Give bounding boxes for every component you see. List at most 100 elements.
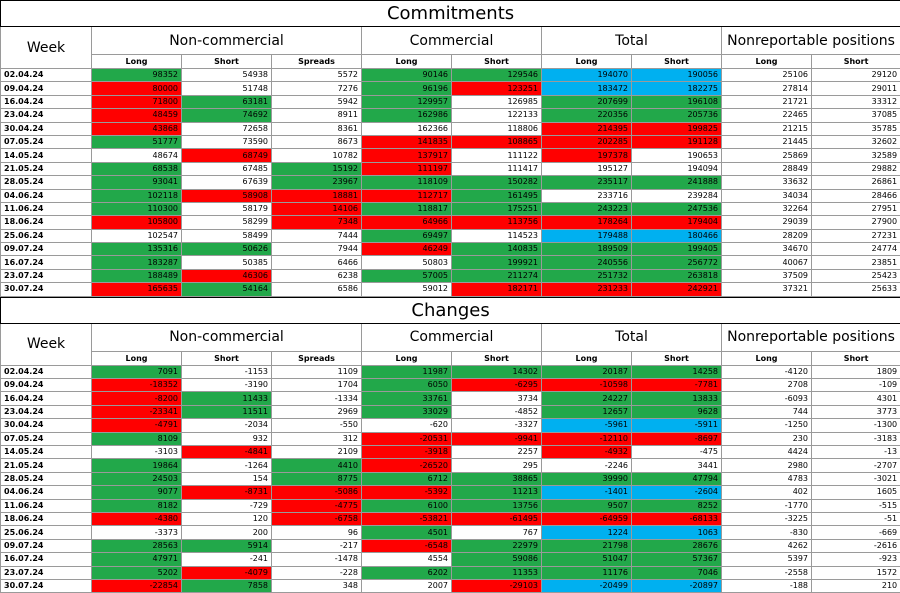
week-cell: 02.04.24 [0, 364, 92, 380]
value-cell: 162986 [361, 108, 452, 123]
value-cell: 108865 [451, 134, 542, 150]
value-cell: -217 [271, 538, 362, 554]
value-cell: -2616 [810, 538, 900, 554]
value-cell: 15192 [271, 161, 362, 177]
value-cell: 205736 [631, 108, 722, 123]
value-cell: 2109 [271, 444, 362, 460]
value-cell: -4791 [91, 418, 182, 433]
group-header: Non-commercial [91, 322, 362, 352]
week-cell: 09.04.24 [0, 81, 92, 96]
value-cell: -1264 [181, 458, 272, 473]
week-cell: 30.04.24 [0, 121, 92, 136]
table-title: Commitments [0, 0, 900, 27]
value-cell: 58299 [181, 215, 272, 230]
value-cell: 4424 [721, 444, 812, 460]
value-cell: 50385 [181, 255, 272, 270]
week-cell: 09.07.24 [0, 538, 92, 554]
group-header: Total [541, 322, 722, 352]
value-cell: -53821 [361, 511, 452, 527]
value-cell: 242921 [631, 282, 722, 297]
sub-header: Short [451, 350, 542, 366]
value-cell: 3441 [631, 458, 722, 473]
value-cell: 102547 [91, 228, 182, 244]
value-cell: 27900 [810, 215, 900, 230]
value-cell: -20897 [631, 578, 722, 593]
sub-header: Long [361, 350, 452, 366]
value-cell: 50626 [181, 242, 272, 257]
value-cell: -6093 [721, 391, 812, 406]
value-cell: 214395 [541, 121, 632, 136]
value-cell: 118109 [361, 175, 452, 190]
value-cell: 54938 [181, 67, 272, 83]
value-cell: 1704 [271, 378, 362, 393]
value-cell: 9628 [631, 404, 722, 420]
value-cell: 8109 [91, 431, 182, 446]
sub-header: Long [91, 54, 182, 69]
value-cell: 71800 [91, 94, 182, 110]
value-cell: 4410 [271, 458, 362, 473]
value-cell: 57367 [631, 552, 722, 567]
week-cell: 23.07.24 [0, 268, 92, 284]
value-cell: -4852 [451, 404, 542, 420]
value-cell: 98352 [91, 67, 182, 83]
value-cell: 251732 [541, 268, 632, 284]
value-cell: 14302 [451, 364, 542, 380]
value-cell: 33312 [810, 94, 900, 110]
value-cell: 235117 [541, 175, 632, 190]
value-cell: 233716 [541, 188, 632, 203]
value-cell: -5911 [631, 418, 722, 433]
week-cell: 14.05.24 [0, 148, 92, 163]
value-cell: 161495 [451, 188, 542, 203]
value-cell: 21798 [541, 538, 632, 554]
week-cell: 30.07.24 [0, 282, 92, 297]
value-cell: -61495 [451, 511, 542, 527]
value-cell: 28563 [91, 538, 182, 554]
value-cell: 194094 [631, 161, 722, 177]
group-header: Nonreportable positions [720, 26, 900, 55]
value-cell: 207699 [541, 94, 632, 110]
week-cell: 28.05.24 [0, 175, 92, 190]
value-cell: 69497 [361, 228, 452, 244]
value-cell: -7781 [631, 378, 722, 393]
value-cell: 14258 [631, 364, 722, 380]
value-cell: -6758 [271, 511, 362, 527]
value-cell: 194070 [541, 67, 632, 83]
value-cell: 51748 [181, 81, 272, 96]
value-cell: 118817 [361, 201, 452, 217]
data-row: 25.06.24 -3373 200 96 4501 767 1224 1063 -830 -66… [0, 525, 900, 540]
value-cell: 111417 [451, 161, 542, 177]
value-cell: 175251 [451, 201, 542, 217]
value-cell: -3327 [451, 418, 542, 433]
value-cell: -228 [271, 565, 362, 580]
data-row: 09.04.24 -18352 -3190 1704 6050 -6295 -10598 -7… [0, 378, 900, 393]
sub-header: Long [721, 54, 812, 69]
value-cell: 263818 [631, 268, 722, 284]
value-cell: 21445 [721, 134, 812, 150]
value-cell: -4120 [721, 364, 812, 380]
value-cell: 1809 [810, 364, 900, 380]
value-cell: 2007 [361, 578, 452, 593]
value-cell: -3190 [181, 378, 272, 393]
value-cell: 220356 [541, 108, 632, 123]
value-cell: 13833 [631, 391, 722, 406]
value-cell: 256772 [631, 255, 722, 270]
week-cell: 07.05.24 [0, 431, 92, 446]
value-cell: -109 [810, 378, 900, 393]
data-row: 09.07.24 135316 50626 7944 46249 140835 189509… [0, 242, 900, 257]
value-cell: 137917 [361, 148, 452, 163]
value-cell: 113756 [451, 215, 542, 230]
value-cell: 47971 [91, 552, 182, 567]
value-cell: -2246 [541, 458, 632, 473]
week-header: Week [0, 26, 92, 69]
value-cell: 27951 [810, 201, 900, 217]
week-cell: 16.07.24 [0, 255, 92, 270]
value-cell: 141835 [361, 134, 452, 150]
week-cell: 04.06.24 [0, 485, 92, 500]
value-cell: 20187 [541, 364, 632, 380]
value-cell: 6050 [361, 378, 452, 393]
value-cell: 48674 [91, 148, 182, 163]
value-cell: 33029 [361, 404, 452, 420]
value-cell: -6295 [451, 378, 542, 393]
value-cell: 195127 [541, 161, 632, 177]
value-cell: 24774 [810, 242, 900, 257]
